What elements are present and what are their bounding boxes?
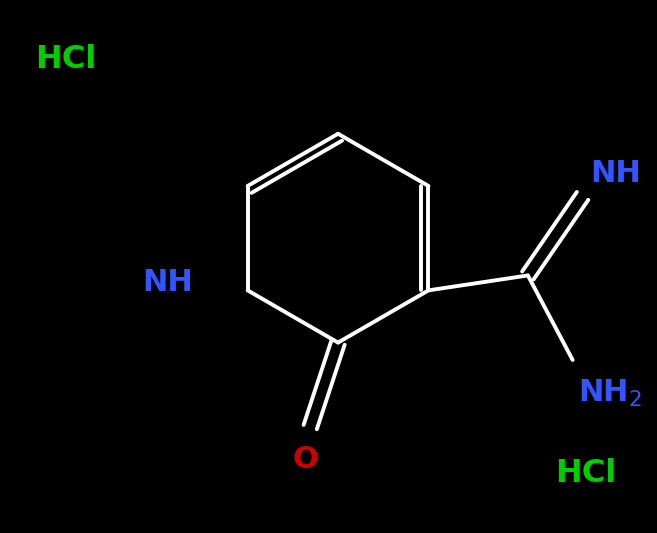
Text: NH: NH xyxy=(142,268,193,297)
Text: O: O xyxy=(292,445,318,474)
Text: HCl: HCl xyxy=(35,44,96,75)
Text: NH$_2$: NH$_2$ xyxy=(578,378,642,409)
Text: NH: NH xyxy=(591,159,641,188)
Text: HCl: HCl xyxy=(555,458,616,489)
